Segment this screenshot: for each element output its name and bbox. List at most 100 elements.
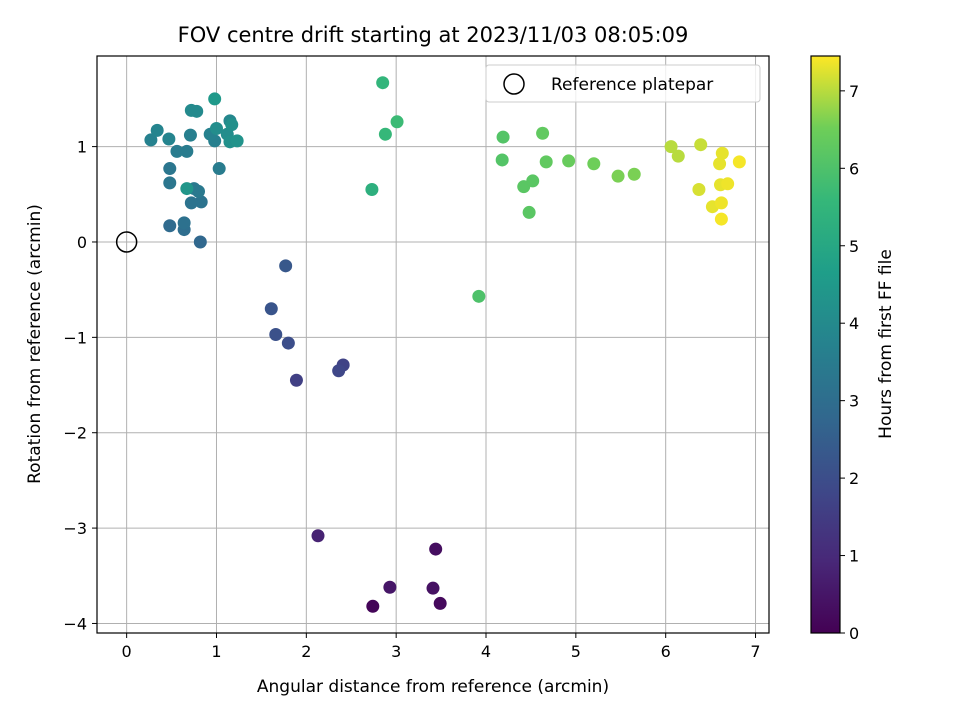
colorbar-tick-label: 6	[849, 159, 859, 178]
data-point	[180, 144, 194, 158]
x-tick-label: 3	[391, 642, 401, 661]
colorbar-tick-label: 4	[849, 314, 859, 333]
data-point	[714, 196, 728, 210]
data-point	[264, 302, 278, 316]
data-point	[163, 176, 177, 190]
data-point	[192, 184, 206, 198]
y-tick-label: 0	[77, 233, 87, 252]
data-point	[225, 118, 239, 132]
data-point	[208, 92, 222, 106]
data-point	[692, 183, 706, 197]
data-point	[713, 157, 727, 171]
data-point	[150, 123, 164, 137]
data-point	[495, 153, 509, 167]
x-tick-label: 2	[301, 642, 311, 661]
data-point	[230, 134, 244, 148]
data-points	[144, 76, 746, 613]
colorbar-tick-label: 1	[849, 547, 859, 566]
legend-entry-reference-platepar: Reference platepar	[551, 75, 713, 95]
data-point	[562, 154, 576, 168]
data-point	[426, 581, 440, 595]
x-axis-ticks: 0 1 2 3 4 5 6 7	[122, 633, 761, 661]
data-point	[144, 133, 158, 147]
x-axis-label: Angular distance from reference (arcmin)	[257, 677, 609, 697]
data-point	[539, 155, 553, 169]
colorbar-tick-label: 5	[849, 237, 859, 256]
data-point	[279, 259, 293, 273]
data-point	[671, 149, 685, 163]
data-point	[184, 103, 198, 117]
data-point	[212, 162, 226, 176]
data-point	[194, 195, 208, 209]
colorbar-tick-label: 2	[849, 469, 859, 488]
chart-title: FOV centre drift starting at 2023/11/03 …	[178, 23, 689, 47]
data-point	[378, 127, 392, 141]
colorbar-label: Hours from first FF file	[876, 249, 896, 439]
data-point	[383, 580, 397, 594]
colorbar-frame	[810, 55, 841, 634]
data-point	[177, 216, 191, 230]
colorbar-gradient	[811, 56, 840, 633]
data-point	[269, 327, 283, 341]
x-tick-label: 6	[661, 642, 671, 661]
data-point	[587, 157, 601, 171]
colorbar-tick-label: 3	[849, 392, 859, 411]
data-point	[376, 76, 390, 90]
x-tick-label: 7	[750, 642, 760, 661]
data-point	[390, 115, 404, 129]
legend-box	[485, 64, 761, 103]
data-point	[366, 599, 380, 613]
data-point	[433, 596, 447, 610]
data-point	[714, 212, 728, 226]
data-point	[184, 196, 198, 210]
data-point	[209, 121, 223, 135]
data-point	[311, 529, 325, 543]
data-point	[715, 146, 729, 160]
y-axis-ticks: −4 −3 −2 −1 0 1	[63, 138, 97, 633]
y-tick-label: −1	[63, 328, 87, 347]
x-tick-label: 1	[211, 642, 221, 661]
data-point	[522, 205, 536, 219]
data-point	[163, 219, 177, 233]
plot-frame	[96, 55, 770, 634]
reference-platepar-marker	[115, 231, 138, 253]
legend-marker	[503, 73, 525, 95]
data-point	[170, 144, 184, 158]
y-tick-label: −4	[63, 614, 87, 633]
x-tick-label: 5	[571, 642, 581, 661]
data-point	[664, 140, 678, 154]
data-point	[496, 130, 510, 144]
data-point	[721, 177, 735, 191]
y-axis-label: Rotation from reference (arcmin)	[25, 204, 45, 484]
colorbar-ticks: 0 1 2 3 4 5 6 7	[840, 82, 859, 643]
colorbar: 0 1 2 3 4 5 6 7 Hours from first FF file	[810, 55, 896, 643]
colorbar-tick-label: 0	[849, 624, 859, 643]
legend: Reference platepar	[485, 64, 761, 103]
data-point	[732, 155, 746, 169]
data-point	[627, 167, 641, 181]
data-point	[429, 542, 443, 556]
data-point	[536, 126, 550, 140]
data-point	[365, 183, 379, 197]
data-point	[611, 169, 625, 183]
data-point	[472, 289, 486, 303]
data-point	[163, 162, 177, 176]
data-point	[332, 364, 346, 378]
data-point	[526, 174, 540, 188]
y-tick-label: 1	[77, 138, 87, 157]
x-tick-label: 4	[481, 642, 491, 661]
x-tick-label: 0	[122, 642, 132, 661]
data-point	[180, 182, 194, 196]
data-point	[162, 132, 176, 146]
data-point	[183, 128, 197, 142]
colorbar-tick-label: 7	[849, 82, 859, 101]
grid-lines	[97, 56, 769, 633]
data-point	[694, 138, 708, 152]
y-tick-label: −2	[63, 424, 87, 443]
data-point	[281, 336, 295, 350]
y-tick-label: −3	[63, 519, 87, 538]
data-point	[193, 235, 207, 249]
data-point	[289, 373, 303, 387]
